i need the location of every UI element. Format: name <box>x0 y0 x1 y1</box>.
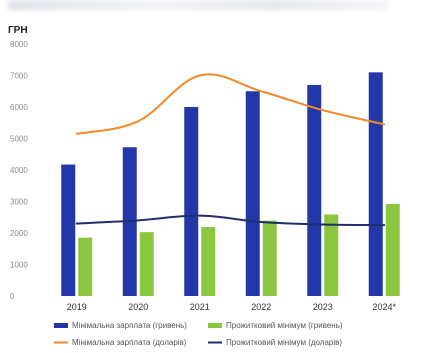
x-tick-label: 2021 <box>190 302 210 312</box>
bar <box>78 237 93 296</box>
legend-label: Прожитковий мінімум (доларів) <box>226 338 342 347</box>
legend-swatch <box>208 323 222 328</box>
legend-label: Мінімальна зарплата (гривень) <box>72 321 187 330</box>
bar <box>368 72 383 296</box>
y-axis: 0 1000 2000 3000 4000 5000 6000 7000 8000 <box>10 40 28 301</box>
y-tick-label: 2000 <box>10 229 28 238</box>
bar <box>201 227 216 296</box>
y-tick-label: 5000 <box>10 135 28 144</box>
bars <box>61 72 400 296</box>
unit-label: ГРН <box>8 25 28 36</box>
blurred-header <box>8 0 388 10</box>
x-tick-label: 2019 <box>67 302 87 312</box>
y-tick-label: 0 <box>10 292 15 301</box>
y-tick-label: 3000 <box>10 198 28 207</box>
legend-label: Мінімальна зарплата (доларів) <box>72 338 187 347</box>
x-tick-label: 2023 <box>313 302 333 312</box>
x-axis: 2019 2020 2021 2022 2023 2024* <box>67 302 397 312</box>
bar <box>307 84 322 296</box>
x-tick-label: 2024* <box>372 302 396 312</box>
y-tick-label: 4000 <box>10 166 28 175</box>
bar <box>324 214 339 296</box>
bar <box>184 107 199 296</box>
x-tick-label: 2022 <box>251 302 271 312</box>
x-tick-label: 2020 <box>128 302 148 312</box>
bar <box>61 164 76 296</box>
y-tick-label: 7000 <box>10 72 28 81</box>
bar <box>262 220 277 296</box>
series-line <box>75 214 386 227</box>
bar <box>245 91 260 296</box>
lines <box>75 73 386 227</box>
series-line <box>75 73 386 135</box>
y-tick-label: 1000 <box>10 261 28 270</box>
bar <box>139 232 154 296</box>
legend: Мінімальна зарплата (гривень) Прожитковий… <box>54 321 343 347</box>
legend-label: Прожитковий мінімум (гривень) <box>226 321 343 330</box>
y-tick-label: 6000 <box>10 103 28 112</box>
legend-swatch <box>54 323 68 328</box>
bar <box>385 204 400 296</box>
y-tick-label: 8000 <box>10 40 28 49</box>
